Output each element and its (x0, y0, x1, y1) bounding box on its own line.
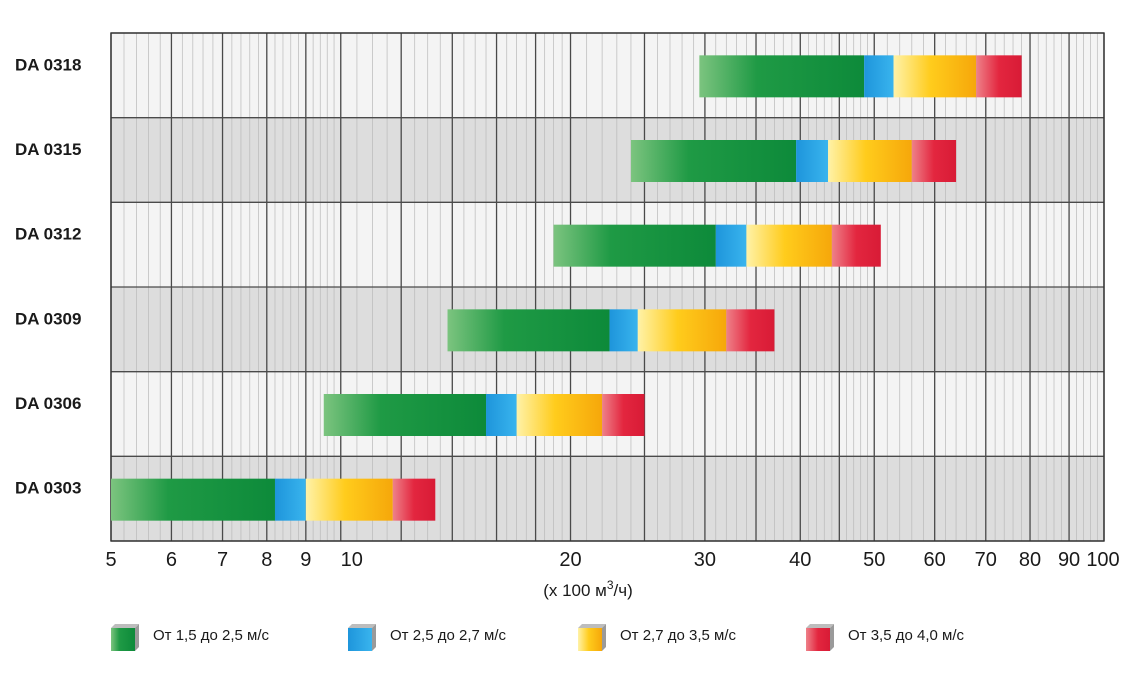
bar-segment-2-7-to-3-5 (305, 478, 393, 521)
legend-swatch-top (348, 624, 376, 628)
plot-frame (110, 32, 1105, 542)
x-tick-label: 40 (789, 549, 811, 571)
x-tick-label: 10 (341, 549, 363, 571)
legend-swatch (806, 628, 830, 651)
row-label: DA 0312 (15, 225, 81, 244)
legend-label: От 3,5 до 4,0 м/с (848, 627, 964, 644)
row-label: DA 0318 (15, 55, 81, 74)
x-axis-title: (x 100 м3/ч) (543, 578, 633, 600)
bar-segment-1-5-to-2-5 (630, 140, 797, 182)
legend-swatch (578, 628, 602, 651)
legend-swatch-top (806, 624, 834, 628)
x-tick-label: 8 (261, 549, 272, 571)
bar-segment-3-5-to-4-0 (602, 394, 645, 436)
x-tick-label: 6 (166, 549, 177, 571)
x-tick-label: 100 (1086, 549, 1119, 571)
legend-item: От 1,5 до 2,5 м/с (111, 624, 269, 651)
bar-segment-3-5-to-4-0 (831, 224, 881, 267)
legend-swatch-top (111, 624, 139, 628)
x-tick-label: 50 (863, 549, 885, 571)
x-tick-label: 70 (975, 549, 997, 571)
legend-label: От 1,5 до 2,5 м/с (153, 627, 269, 644)
bar-segment-1-5-to-2-5 (323, 394, 487, 436)
legend-swatch-side (830, 624, 834, 651)
legend-swatch (348, 628, 372, 651)
x-tick-label: 30 (694, 549, 716, 571)
legend-label: От 2,7 до 3,5 м/с (620, 627, 736, 644)
bar-segment-2-5-to-2-7 (715, 224, 747, 267)
bar-segment-1-5-to-2-5 (553, 224, 716, 267)
bar-segment-2-7-to-3-5 (516, 394, 603, 436)
legend-item: От 3,5 до 4,0 м/с (806, 624, 964, 651)
bar-segment-2-5-to-2-7 (864, 55, 894, 98)
row-label: DA 0303 (15, 479, 81, 498)
bar-segment-2-7-to-3-5 (893, 55, 977, 98)
bar-segment-1-5-to-2-5 (111, 478, 275, 521)
x-tick-label: 7 (217, 549, 228, 571)
row-label: DA 0315 (15, 140, 81, 159)
bar-segment-3-5-to-4-0 (976, 55, 1022, 98)
legend-swatch-top (578, 624, 606, 628)
row-label: DA 0306 (15, 394, 81, 413)
legend-item: От 2,7 до 3,5 м/с (578, 624, 736, 651)
x-tick-label: 9 (300, 549, 311, 571)
bar-segment-2-7-to-3-5 (746, 224, 832, 267)
legend-swatch-side (372, 624, 376, 651)
bar-segment-1-5-to-2-5 (699, 55, 865, 98)
legend-swatch (111, 628, 135, 651)
bar-segment-2-5-to-2-7 (486, 394, 517, 436)
legend-swatch-side (135, 624, 139, 651)
bar-segment-2-7-to-3-5 (828, 140, 912, 182)
bar-segment-2-5-to-2-7 (796, 140, 829, 182)
x-tick-label: 80 (1019, 549, 1041, 571)
legend-swatch-side (602, 624, 606, 651)
bar-segment-3-5-to-4-0 (392, 478, 436, 521)
bar-segment-2-5-to-2-7 (274, 478, 306, 521)
bar-segment-3-5-to-4-0 (911, 140, 957, 182)
x-tick-label: 20 (559, 549, 581, 571)
x-tick-label: 60 (924, 549, 946, 571)
bar-segment-2-7-to-3-5 (637, 309, 727, 352)
row-label: DA 0309 (15, 309, 81, 328)
legend-item: От 2,5 до 2,7 м/с (348, 624, 506, 651)
legend-label: От 2,5 до 2,7 м/с (390, 627, 506, 644)
x-tick-label: 90 (1058, 549, 1080, 571)
bar-segment-3-5-to-4-0 (726, 309, 775, 352)
bar-segment-2-5-to-2-7 (609, 309, 638, 352)
x-tick-label: 5 (105, 549, 116, 571)
bar-segment-1-5-to-2-5 (447, 309, 610, 352)
